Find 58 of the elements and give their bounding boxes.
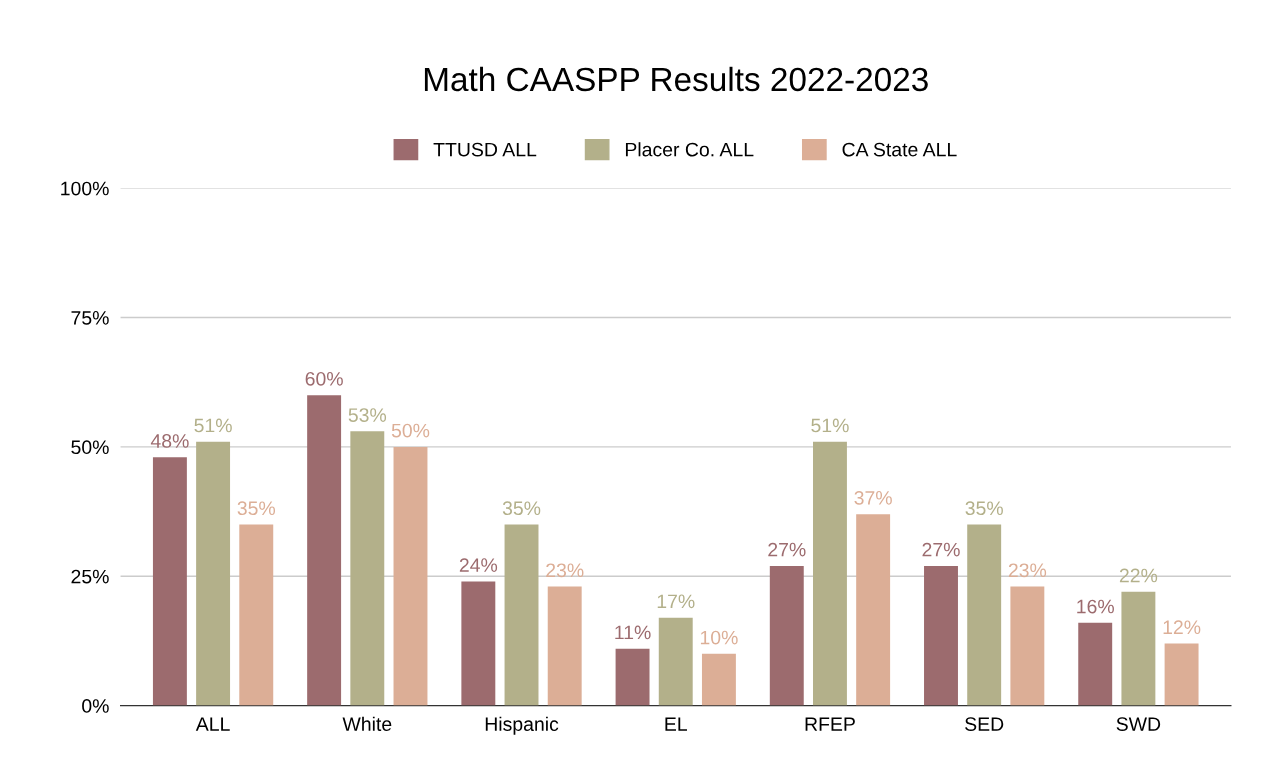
x-tick-label: RFEP (805, 717, 855, 731)
data-label: 35% (965, 501, 1003, 516)
legend-label: TTUSD ALL (433, 142, 537, 157)
bar (701, 653, 736, 706)
bar (239, 524, 274, 706)
chart-title: Math CAASPP Results 2022-2023 (424, 66, 928, 92)
data-label: 11% (615, 625, 651, 640)
y-tick-label: 100% (61, 181, 109, 196)
bar (1078, 622, 1113, 706)
x-tick-label: EL (665, 717, 687, 731)
data-label: 35% (237, 501, 276, 516)
bar (393, 446, 428, 706)
data-label: 27% (922, 542, 960, 557)
bar (504, 524, 539, 706)
data-label: 37% (854, 490, 892, 505)
bar (769, 565, 804, 706)
data-label: 24% (459, 558, 498, 572)
legend-label: CA State ALL (842, 142, 957, 157)
bar (924, 565, 958, 706)
data-label: 60% (305, 371, 343, 386)
data-label: 10% (700, 630, 738, 645)
bar (813, 441, 847, 706)
data-label: 27% (768, 542, 806, 557)
y-tick-label: 0% (82, 699, 109, 713)
data-label: 35% (502, 501, 541, 516)
data-label: 53% (348, 408, 387, 422)
bar (307, 395, 342, 706)
data-label: 51% (194, 418, 232, 433)
bar (152, 457, 187, 706)
x-tick-label: Hispanic (485, 716, 559, 735)
data-label: 51% (811, 418, 849, 433)
x-tick-label: ALL (195, 717, 230, 731)
data-label: 17% (657, 594, 695, 609)
x-tick-label: SED (965, 717, 1004, 731)
y-tick-label: 50% (71, 440, 109, 455)
data-label: 23% (1008, 563, 1047, 578)
data-label: 23% (546, 563, 584, 578)
bar (967, 524, 1002, 706)
bar (1121, 591, 1156, 706)
data-label: 48% (150, 434, 189, 448)
y-tick-label: 25% (71, 569, 109, 584)
bar (856, 514, 891, 706)
bar (547, 586, 582, 706)
data-label: 12% (1163, 620, 1201, 635)
bar (615, 648, 650, 706)
legend-label: Placer Co. ALL (625, 142, 754, 157)
data-label: 22% (1119, 568, 1158, 583)
x-tick-label: SWD (1116, 717, 1161, 731)
bar (658, 617, 693, 706)
bar (461, 581, 496, 706)
data-label: 16% (1077, 599, 1114, 614)
bar (350, 431, 385, 706)
y-tick-label: 75% (71, 311, 109, 325)
bar (1010, 586, 1045, 706)
bar (196, 441, 231, 706)
x-tick-label: White (342, 716, 392, 731)
bar (1164, 643, 1199, 706)
data-label: 50% (391, 423, 430, 438)
